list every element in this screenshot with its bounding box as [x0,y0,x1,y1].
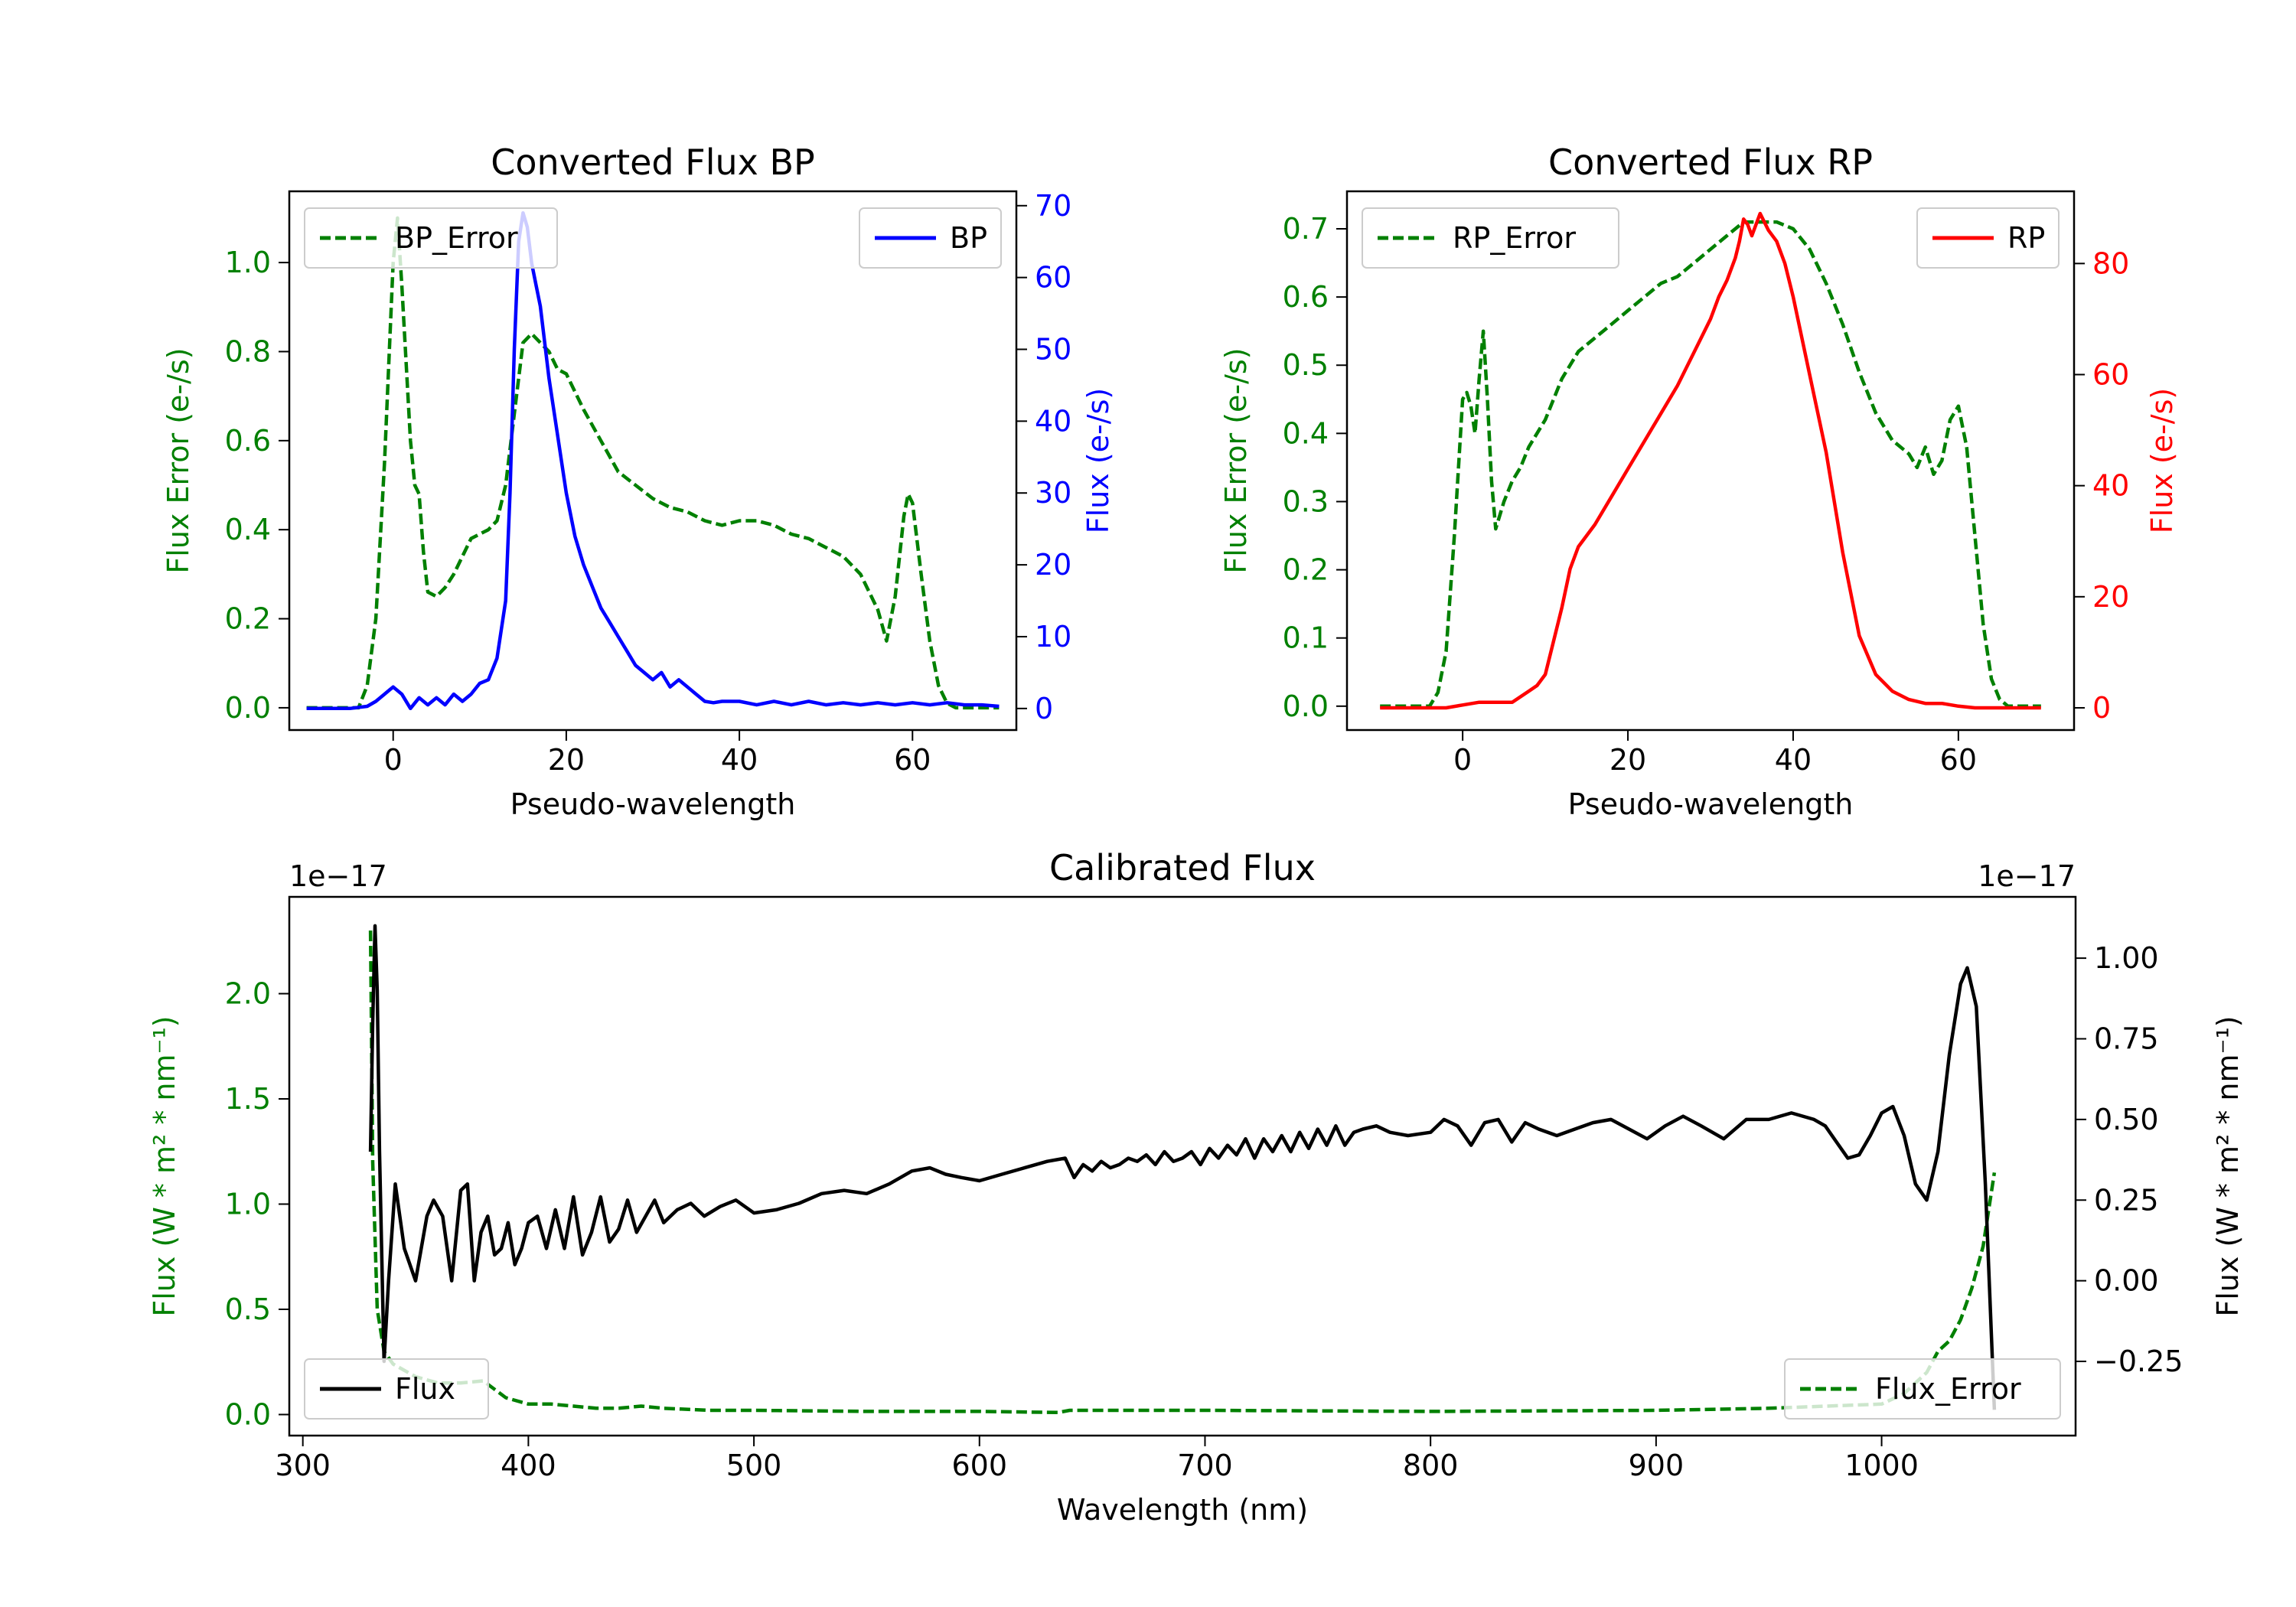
y-right-axis-label: Flux (W * m² * nm⁻¹) [2211,1015,2245,1316]
y-left-tick-label: 0.4 [1283,416,1329,450]
x-tick-label: 300 [275,1449,331,1482]
y-left-tick-label: 0.8 [225,334,271,368]
legend-bp-label: BP [950,221,987,255]
legend-flux-error-label: Flux_Error [1875,1372,2021,1406]
y-right-tick-label: 0.75 [2094,1022,2159,1055]
series-line-flux [368,924,1997,1410]
panel-calibrated: Calibrated Flux 300 400 500 600 700 800 900 1000… [148,847,2245,1527]
series-line-bp [306,210,1000,711]
y-right-tick-label: 0.50 [2094,1103,2159,1136]
y-left-offset-label: 1e−17 [289,859,387,893]
y-right-tick-label: 0 [2092,691,2111,725]
y-right-tick-label: 0 [1035,692,1053,725]
y-right-tick-label: 1.00 [2094,941,2159,975]
y-left-tick-label: 0.0 [1283,689,1329,723]
y-right-axis-label: Flux (e-/s) [2145,388,2179,533]
y-left-tick-label: 1.0 [225,1188,271,1221]
x-tick-label: 600 [952,1449,1008,1482]
x-axis-label: Pseudo-wavelength [1568,787,1854,821]
x-axis-label: Pseudo-wavelength [510,787,796,821]
y-left-tick-label: 0.5 [225,1292,271,1326]
y-right-tick-label: 40 [2092,469,2129,503]
panel-rp: Converted Flux RP 0 20 40 60 Pseudo-wavelengt… [1219,142,2179,821]
y-left-tick-label: 0.0 [225,691,271,725]
y-right-tick-label: 80 [2092,246,2129,280]
y-left-tick-label: 0.1 [1283,621,1329,655]
chart-title: Calibrated Flux [1049,847,1316,888]
legend-rp-label: RP [2007,221,2045,255]
x-tick-label: 0 [384,743,403,777]
y-right-tick-label: −0.25 [2094,1345,2183,1378]
plot-area [306,210,1000,711]
series-line-bp-error [306,216,1000,710]
x-tick-label: 800 [1403,1449,1459,1482]
y-right-tick-label: 20 [1035,548,1071,582]
x-tick-label: 500 [726,1449,782,1482]
y-left-tick-label: 0.6 [225,424,271,458]
y-right-tick-label: 40 [1035,404,1071,438]
x-tick-label: 20 [548,743,585,777]
y-right-tick-label: 10 [1035,620,1071,654]
legend-flux-label: Flux [395,1372,455,1406]
y-left-tick-label: 0.2 [1283,553,1329,587]
y-right-tick-label: 60 [2092,358,2129,392]
x-tick-label: 20 [1609,743,1646,777]
legend-bp-error-label: BP_Error [395,221,518,255]
x-axis-label: Wavelength (nm) [1057,1493,1308,1527]
axes-frame [1345,190,2076,732]
y-left-tick-label: 0.5 [1283,348,1329,382]
y-right-tick-label: 0.25 [2094,1183,2159,1217]
x-tick-label: 400 [501,1449,556,1482]
y-left-tick-label: 0.3 [1283,484,1329,518]
x-tick-label: 40 [1775,743,1812,777]
x-tick-label: 900 [1629,1449,1684,1482]
plot-area [1380,211,2041,710]
y-right-offset-label: 1e−17 [1978,859,2076,893]
panel-bp: Converted Flux BP 0 20 40 60 Pseudo-wavelengt… [161,142,1115,821]
y-left-axis-label: Flux Error (e-/s) [1219,347,1253,573]
y-left-tick-label: 0.4 [225,513,271,546]
y-left-tick-label: 2.0 [225,977,271,1011]
series-line-rp-error [1380,220,2041,709]
chart-title: Converted Flux RP [1548,142,1873,183]
y-right-axis-label: Flux (e-/s) [1081,388,1115,533]
x-tick-label: 700 [1177,1449,1233,1482]
axes-frame [288,190,1018,732]
y-left-tick-label: 0.2 [225,602,271,636]
x-tick-label: 0 [1453,743,1472,777]
y-left-axis-label: Flux Error (e-/s) [161,347,195,573]
y-left-axis-label: Flux (W * m² * nm⁻¹) [148,1015,181,1316]
y-right-tick-label: 70 [1035,189,1071,223]
y-right-tick-label: 60 [1035,261,1071,295]
legend-rp-error-label: RP_Error [1453,221,1576,255]
y-right-tick-label: 50 [1035,333,1071,367]
series-line-rp [1380,211,2041,710]
y-left-tick-label: 1.0 [225,246,271,279]
legend-bp-error-box [304,207,558,269]
x-tick-label: 60 [894,743,931,777]
x-tick-label: 60 [1940,743,1977,777]
y-right-tick-label: 20 [2092,580,2129,614]
chart-title: Converted Flux BP [491,142,815,183]
legend-flux-box [304,1358,489,1420]
y-right-tick-label: 30 [1035,476,1071,510]
legend-rp-error-box [1362,207,1619,269]
y-left-tick-label: 0.7 [1283,212,1329,246]
axes-frame [288,895,2077,1437]
y-left-tick-label: 0.0 [225,1398,271,1432]
x-tick-label: 1000 [1844,1449,1919,1482]
y-right-tick-label: 0.00 [2094,1264,2159,1298]
legend-flux-error-box [1784,1358,2061,1420]
y-left-tick-label: 0.6 [1283,280,1329,314]
x-tick-label: 40 [721,743,758,777]
y-left-tick-label: 1.5 [225,1082,271,1116]
